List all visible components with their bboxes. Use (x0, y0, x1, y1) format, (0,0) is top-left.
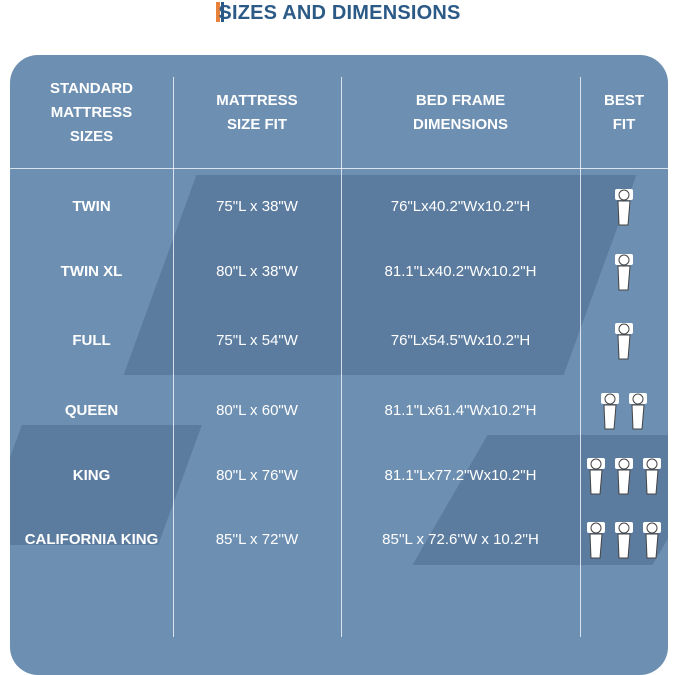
header-divider (10, 168, 668, 169)
frame-dimensions: 81.1"Lx61.4"Wx10.2"H (384, 402, 537, 419)
mattress-size: 80"L x 60"W (216, 402, 298, 419)
sleeper-icon (582, 520, 666, 560)
head (646, 522, 658, 534)
title-accent (216, 2, 220, 22)
body (589, 533, 603, 559)
mattress-size: 75"L x 54"W (216, 332, 298, 349)
sleeper-graphic (615, 189, 633, 226)
sleeper-graphic (601, 393, 647, 430)
frame-dimensions: 81.1"Lx40.2"Wx10.2"H (384, 263, 537, 280)
sleeper-icon (610, 252, 638, 292)
body (617, 200, 631, 226)
head (618, 189, 630, 201)
column-divider (580, 77, 581, 637)
head (618, 458, 630, 470)
frame-dimensions: 81.1"Lx77.2"Wx10.2"H (384, 467, 537, 484)
sleeper-icon (582, 456, 666, 496)
body (631, 404, 645, 430)
head (618, 323, 630, 335)
page: SIZES AND DIMENSIONS STANDARD MATTRESS S… (10, 2, 668, 675)
head (632, 393, 644, 405)
body (617, 533, 631, 559)
column-header: BED FRAME DIMENSIONS (412, 92, 508, 133)
column-divider (173, 77, 174, 637)
size-name: FULL (72, 332, 111, 349)
head (618, 254, 630, 266)
frame-dimensions: 76"Lx54.5"Wx10.2"H (390, 332, 531, 349)
column-header: STANDARD MATTRESS SIZES (49, 80, 134, 145)
frame-dimensions: 85''L x 72.6''W x 10.2''H (382, 531, 539, 548)
body (589, 469, 603, 495)
body (617, 469, 631, 495)
body (645, 533, 659, 559)
mattress-size: 85''L x 72''W (215, 531, 299, 548)
head (618, 522, 630, 534)
sleeper-graphic (615, 254, 633, 291)
size-name: TWIN XL (60, 263, 123, 280)
size-name: TWIN (72, 198, 111, 215)
sleeper-graphic (587, 458, 661, 495)
sleeper-graphic (615, 323, 633, 360)
column-header: MATTRESS SIZE FIT (216, 92, 298, 133)
mattress-size: 75"L x 38"W (216, 198, 298, 215)
size-name: KING (72, 467, 111, 484)
mattress-size: 80"L x 76"W (216, 467, 298, 484)
head (590, 458, 602, 470)
body (617, 265, 631, 291)
sleeper-graphic (587, 522, 661, 559)
size-table: STANDARD MATTRESS SIZES MATTRESS SIZE FIT… (10, 55, 668, 675)
size-name: QUEEN (64, 402, 119, 419)
sleeper-icon (610, 187, 638, 227)
body (617, 334, 631, 360)
head (646, 458, 658, 470)
column-divider (341, 77, 342, 637)
column-header: BEST FIT (603, 92, 644, 133)
sleeper-icon (610, 321, 638, 361)
body (645, 469, 659, 495)
head (604, 393, 616, 405)
title-accent (221, 2, 224, 22)
frame-dimensions: 76"Lx40.2"Wx10.2"H (390, 198, 531, 215)
sleeper-icon (596, 391, 652, 431)
body (603, 404, 617, 430)
mattress-size: 80"L x 38"W (216, 263, 298, 280)
head (590, 522, 602, 534)
size-name: CALIFORNIA KING (24, 531, 159, 548)
title: SIZES AND DIMENSIONS (218, 2, 461, 24)
